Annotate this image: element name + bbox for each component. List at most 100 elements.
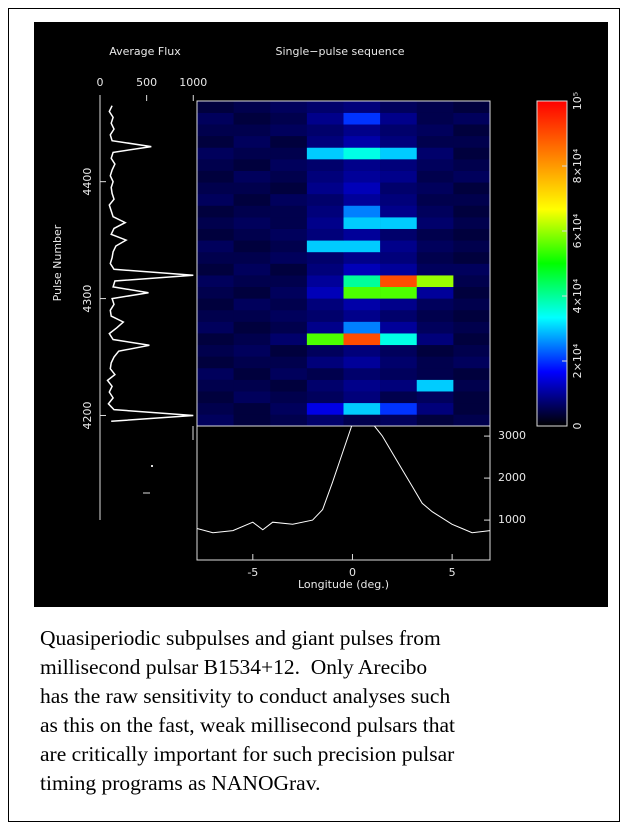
- heatmap-cell: [233, 275, 271, 288]
- heatmap-cell: [233, 147, 271, 160]
- heatmap-cell: [233, 205, 271, 218]
- flux-line: [106, 105, 194, 423]
- heatmap-cell: [343, 344, 381, 357]
- heatmap-cell: [380, 286, 418, 299]
- colorbar-tick-label: 10⁵: [571, 92, 584, 110]
- heatmap-cell: [453, 205, 491, 218]
- axis-mark: [151, 465, 153, 467]
- heatmap-cell: [343, 333, 381, 346]
- heatmap-cell: [416, 112, 454, 125]
- heatmap-cell: [306, 159, 344, 171]
- heatmap-cell: [380, 240, 418, 253]
- colorbar-tick-label: 4×10⁴: [571, 278, 584, 313]
- heatmap-cell: [380, 333, 418, 346]
- heatmap-cell: [343, 391, 381, 404]
- heatmap-cell: [343, 402, 381, 415]
- heatmap-cell: [380, 251, 418, 264]
- heatmap-cell: [306, 228, 344, 241]
- heatmap-cell: [306, 379, 344, 392]
- heatmap-cell: [343, 309, 381, 322]
- colorbar: [536, 100, 568, 427]
- heatmap-cell: [380, 391, 418, 404]
- heatmap-cell: [343, 112, 381, 125]
- heatmap-cell: [343, 379, 381, 392]
- heatmap-cell: [270, 240, 308, 253]
- heatmap-cell: [343, 321, 381, 334]
- heatmap-cell: [197, 135, 234, 148]
- heatmap-cell: [270, 135, 308, 148]
- heatmap-cell: [233, 321, 271, 334]
- heatmap-cell: [416, 240, 454, 253]
- heatmap-cell: [233, 228, 271, 241]
- panel-title: Single−pulse sequence: [275, 45, 404, 58]
- heatmap-cell: [306, 356, 344, 369]
- heatmap-cell: [270, 391, 308, 404]
- caption-line: millisecond pulsar B1534+12. Only Arecib…: [40, 655, 428, 679]
- y-tick-label: 4200: [81, 401, 94, 429]
- heatmap-cell: [416, 367, 454, 380]
- x-tick-label: 5: [449, 566, 456, 579]
- heatmap-cell: [380, 275, 418, 288]
- heatmap-cell: [233, 402, 271, 415]
- heatmap-cell: [453, 240, 491, 253]
- x-tick-label: 0: [349, 566, 356, 579]
- heatmap-cell: [306, 275, 344, 288]
- heatmap-cell: [197, 321, 234, 334]
- heatmap-cell: [453, 321, 491, 334]
- heatmap-cell: [416, 402, 454, 415]
- heatmap-cell: [197, 298, 234, 311]
- heatmap-cell: [453, 228, 491, 241]
- heatmap-cell: [306, 193, 344, 206]
- heatmap-cell: [380, 414, 418, 427]
- heatmap-cell: [233, 217, 271, 229]
- heatmap-cell: [233, 170, 271, 183]
- heatmap-cell: [453, 286, 491, 299]
- heatmap-cell: [343, 124, 381, 137]
- heatmap-cell: [343, 101, 381, 113]
- heatmap-cell: [380, 321, 418, 334]
- heatmap-cell: [380, 402, 418, 415]
- heatmap-cell: [197, 240, 234, 253]
- heatmap-cell: [306, 101, 344, 113]
- y-tick-label: 2000: [498, 471, 526, 484]
- heatmap-cell: [343, 135, 381, 148]
- heatmap-cell: [343, 356, 381, 369]
- heatmap-cell: [453, 251, 491, 264]
- heatmap-cell: [380, 170, 418, 183]
- heatmap-cell: [197, 391, 234, 404]
- heatmap-cell: [453, 112, 491, 125]
- heatmap-cell: [453, 193, 491, 206]
- y-tick-label: 4300: [81, 285, 94, 313]
- heatmap-cell: [416, 101, 454, 113]
- heatmap-cell: [270, 263, 308, 276]
- heatmap-cell: [380, 205, 418, 218]
- heatmap-cell: [306, 205, 344, 218]
- heatmap-cell: [197, 356, 234, 369]
- caption-line: are critically important for such precis…: [40, 742, 455, 766]
- heatmap-cell: [343, 217, 381, 229]
- x-tick-label: 0: [97, 76, 104, 89]
- heatmap-cell: [270, 124, 308, 137]
- heatmap-cell: [270, 402, 308, 415]
- heatmap-cell: [453, 309, 491, 322]
- heatmap-cell: [270, 309, 308, 322]
- x-tick-label: 500: [136, 76, 157, 89]
- heatmap-cell: [380, 112, 418, 125]
- heatmap-cell: [233, 240, 271, 253]
- heatmap-cell: [197, 228, 234, 241]
- caption-line: as this on the fast, weak millisecond pu…: [40, 713, 455, 737]
- heatmap-cell: [453, 135, 491, 148]
- figure-border: [8, 8, 620, 822]
- heatmap-cell: [270, 228, 308, 241]
- heatmap-cell: [270, 101, 308, 113]
- heatmap-cell: [233, 414, 271, 427]
- heatmap-cell: [416, 298, 454, 311]
- colorbar-tick-label: 6×10⁴: [571, 213, 584, 248]
- heatmap-cell: [306, 112, 344, 125]
- heatmap-cell: [380, 356, 418, 369]
- heatmap-cell: [233, 356, 271, 369]
- heatmap-cell: [306, 170, 344, 183]
- heatmap-cell: [233, 298, 271, 311]
- heatmap-cell: [416, 356, 454, 369]
- heatmap-cell: [416, 124, 454, 137]
